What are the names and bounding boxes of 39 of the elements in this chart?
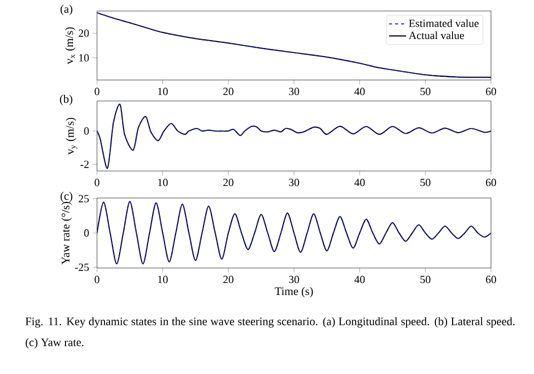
x-tick-label: 60 (486, 276, 496, 284)
x-axis-title: Time (s) (274, 287, 313, 298)
legend-label: Estimated value (408, 19, 479, 28)
x-tick-label: 20 (223, 88, 234, 96)
x-tick-label: 20 (223, 178, 234, 186)
x-tick-label: 30 (289, 178, 300, 186)
x-tick-label: 40 (354, 276, 365, 284)
y-tick-label: 10 (79, 54, 89, 62)
x-tick-label: 10 (158, 178, 168, 186)
x-tick-label: 0 (94, 276, 100, 284)
caption: Fig. 11. Key dynamic states in the sine wave steering scenario. (a) Longitudinal speed. (b) Lateral speed. (c) Yaw rate. (26, 317, 514, 349)
x-tick-label: 40 (354, 178, 365, 186)
x-tick-label: 10 (158, 88, 168, 96)
y-axis-title: v$_{y}$ (m/s) (66, 118, 78, 155)
y-tick-label: 20 (78, 29, 89, 37)
x-tick-label: 0 (94, 178, 100, 186)
line-series (97, 200, 492, 264)
x-tick-label: 30 (289, 88, 300, 96)
x-tick-label: 50 (420, 276, 430, 284)
x-tick-label: 0 (94, 88, 100, 96)
y-axis-title: Yaw rate (°/s) (61, 202, 72, 264)
x-tick-label: 10 (158, 276, 168, 284)
text: (b) (60, 94, 72, 106)
y-tick-label: -2 (80, 160, 89, 168)
x-tick-label: 60 (486, 88, 496, 96)
x-tick-label: 60 (486, 178, 496, 186)
legend-label: Actual value (408, 31, 464, 40)
y-tick-label: -25 (75, 264, 89, 271)
text: (c) (60, 192, 72, 202)
y-tick-label: 0 (84, 127, 89, 135)
x-tick-label: 40 (354, 88, 365, 96)
text: (a) (60, 4, 72, 16)
x-tick-label: 30 (289, 276, 300, 284)
y-tick-label: 25 (78, 195, 89, 202)
y-tick-label: 0 (84, 229, 89, 237)
x-tick-label: 20 (223, 276, 234, 284)
x-tick-label: 50 (420, 178, 430, 186)
x-tick-label: 50 (420, 88, 430, 96)
y-axis-title: v$_{x}$ (m/s) (65, 27, 76, 64)
